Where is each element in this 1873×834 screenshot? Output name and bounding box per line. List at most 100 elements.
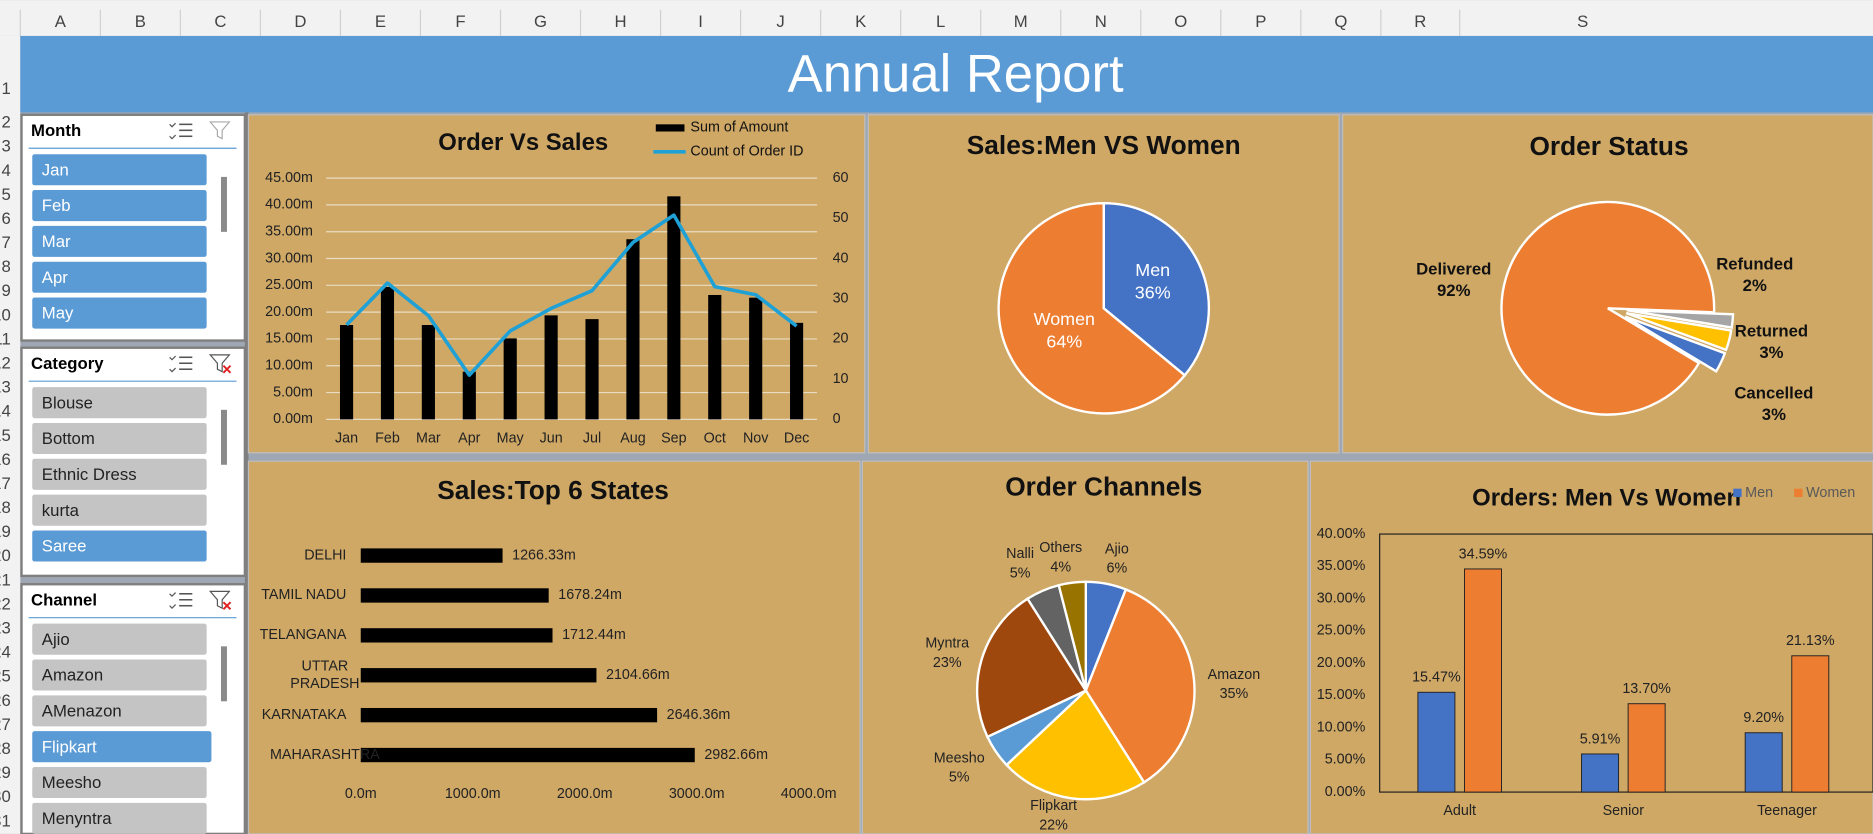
slicer-item[interactable]: [32, 458, 207, 490]
row-number: 6: [1, 209, 10, 228]
chart-title: Order Channels: [1005, 472, 1202, 502]
x-tick-label: Jun: [540, 430, 563, 446]
slicer-item-label: Mar: [42, 232, 71, 251]
bar-value-label: 1266.33m: [512, 547, 576, 563]
row-number: 11: [0, 329, 11, 348]
slice-value-label: 35%: [1220, 686, 1249, 702]
y-tick-label: 15.00%: [1317, 687, 1366, 703]
slicer-item[interactable]: [32, 659, 207, 691]
row-number: 9: [1, 281, 10, 300]
slicer-item[interactable]: [32, 731, 212, 763]
column-letter: S: [1577, 12, 1588, 31]
bar: [544, 315, 558, 420]
slicer-scroll-thumb: [220, 176, 227, 232]
column-letter: D: [294, 12, 306, 31]
y-tick-label: 10.00m: [265, 358, 313, 374]
slicer-item-label: Ajio: [42, 630, 70, 649]
bar-value-label: 2104.66m: [606, 667, 670, 683]
slicer-title: Channel: [31, 590, 97, 609]
slice-value-label: 5%: [1010, 565, 1031, 581]
slicer-item-label: Meesho: [42, 773, 101, 792]
slice-value-label: 2%: [1743, 276, 1767, 295]
x-tick-label: Mar: [416, 430, 441, 446]
slicer-item[interactable]: [32, 154, 207, 186]
slicer-item-label: kurta: [42, 501, 80, 520]
row-number: 5: [1, 185, 10, 204]
slicer-scroll-thumb: [220, 409, 227, 465]
x-tick-label: 3000.0m: [669, 786, 725, 802]
bar: [1627, 703, 1666, 793]
column-letter: R: [1414, 12, 1426, 31]
legend-label: Women: [1806, 485, 1855, 501]
bar-value-label: 15.47%: [1412, 670, 1461, 686]
slicer-scroll-thumb: [220, 646, 227, 702]
multi-select-icon: [169, 592, 177, 609]
bar: [503, 338, 517, 420]
row-number: 27: [0, 715, 11, 734]
bar: [360, 628, 553, 643]
slicer-item[interactable]: [32, 422, 207, 455]
y-tick-label: DELHI: [304, 547, 346, 563]
x-tick-label: Teenager: [1757, 803, 1817, 819]
slicer-item[interactable]: [32, 530, 207, 562]
pie-slice: [1057, 580, 1088, 691]
column-letter: C: [214, 12, 226, 31]
bar: [708, 294, 722, 420]
column-letter: F: [455, 12, 465, 31]
multi-select-icon: [169, 122, 177, 140]
slicer-item[interactable]: [32, 766, 207, 799]
y-tick-label: 5.00m: [273, 384, 313, 400]
row-number: 15: [0, 426, 11, 445]
row-number: 31: [0, 811, 11, 830]
slicer-item[interactable]: [32, 225, 207, 257]
slicer-item[interactable]: [32, 261, 207, 293]
column-letter: M: [1014, 12, 1028, 31]
bar-value-label: 1678.24m: [558, 587, 622, 603]
y2-tick-label: 60: [833, 170, 849, 186]
slice-name: Men: [1135, 260, 1170, 280]
x-tick-label: Nov: [743, 430, 769, 446]
column-letter: O: [1174, 12, 1187, 31]
slicer-item[interactable]: [32, 623, 207, 655]
pie-slice: [997, 201, 1187, 415]
row-number: 13: [0, 378, 11, 397]
slice-value-label: 4%: [1050, 559, 1071, 575]
row-number: 23: [0, 619, 11, 638]
bar-value-label: 9.20%: [1743, 710, 1784, 726]
slicer-item[interactable]: [32, 695, 207, 727]
slicer-item-label: Feb: [42, 196, 71, 215]
y-tick-label: 40.00%: [1317, 526, 1366, 542]
slicer-item[interactable]: [32, 190, 207, 222]
report-title: Annual Report: [788, 45, 1124, 104]
x-tick-label: 0.0m: [345, 786, 377, 802]
slicer-item[interactable]: [32, 387, 207, 419]
y-tick-label: KARNATAKA: [262, 707, 347, 723]
slicer-item-label: AMenazon: [42, 701, 122, 720]
column-letter: K: [855, 12, 866, 31]
chart-title: Sales:Men VS Women: [967, 130, 1241, 160]
row-number: 2: [1, 113, 10, 132]
bar: [1463, 568, 1502, 793]
clear-filter-icon: [208, 590, 231, 610]
chart-title: Order Status: [1529, 131, 1688, 161]
bar: [667, 196, 681, 420]
slice-value-label: 64%: [1046, 332, 1082, 352]
row-number: 14: [0, 402, 11, 421]
column-letter: A: [55, 12, 67, 31]
bar: [462, 371, 476, 420]
slicer-item[interactable]: [32, 802, 207, 834]
slice-value-label: 92%: [1437, 281, 1471, 300]
column-letter: Q: [1334, 12, 1347, 31]
pie-slice: [1084, 587, 1196, 784]
slicer-item-label: Jan: [42, 160, 69, 179]
y-tick-label: MAHARASHTRA: [270, 747, 380, 763]
slicer-item[interactable]: [32, 297, 207, 329]
y2-tick-label: 20: [833, 331, 849, 347]
slice-name: Cancelled: [1734, 384, 1813, 403]
slice-value-label: 3%: [1762, 405, 1786, 424]
slicer-item[interactable]: [32, 494, 207, 526]
pie-slice: [1102, 201, 1210, 377]
row-number: 24: [0, 643, 11, 662]
